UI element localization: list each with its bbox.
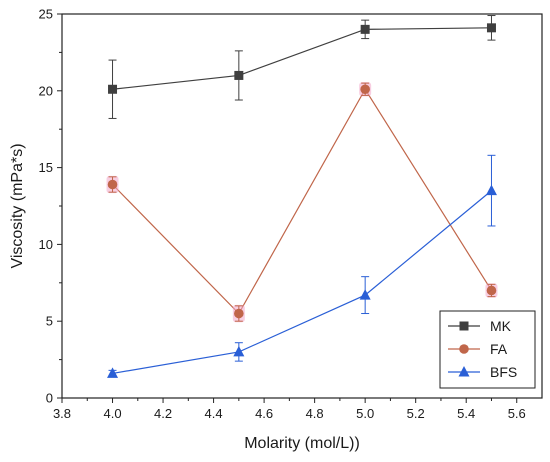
x-tick-label: 4.4 xyxy=(205,406,223,421)
x-tick-label: 5.0 xyxy=(356,406,374,421)
data-point xyxy=(359,289,371,300)
legend-marker xyxy=(459,321,469,331)
x-tick-label: 4.2 xyxy=(154,406,172,421)
x-axis-title: Molarity (mol/L)) xyxy=(244,435,360,452)
data-point xyxy=(360,84,370,95)
legend-label: FA xyxy=(490,341,508,357)
y-tick-label: 10 xyxy=(39,237,53,252)
x-tick-label: 4.6 xyxy=(255,406,273,421)
y-tick-label: 5 xyxy=(46,314,53,329)
legend-label: BFS xyxy=(490,364,517,380)
data-point xyxy=(108,84,118,94)
data-point xyxy=(107,367,119,378)
y-tick-label: 15 xyxy=(39,160,53,175)
axes: 3.8 4.0 4.2 4.4 4.6 4.8 5.0 5.2 5.4 5.6 0 5 10 15 20 25… xyxy=(9,7,543,452)
data-point xyxy=(107,179,118,190)
x-tick-label: 4.0 xyxy=(103,406,121,421)
data-point xyxy=(486,23,496,33)
data-point xyxy=(486,285,497,296)
legend: MK FA BFS xyxy=(439,310,536,389)
data-point xyxy=(234,70,244,80)
series-line xyxy=(112,190,492,375)
legend-marker xyxy=(459,344,469,354)
x-tick-label: 4.8 xyxy=(306,406,324,421)
y-tick-label: 25 xyxy=(39,7,53,22)
series-mk xyxy=(108,15,496,119)
y-axis-title: Viscosity (mPa*s) xyxy=(9,143,26,268)
series-layer xyxy=(106,15,498,378)
x-tick-label: 5.4 xyxy=(457,406,475,421)
series-fa xyxy=(106,82,498,323)
data-point xyxy=(234,308,244,319)
legend-label: MK xyxy=(490,318,512,334)
x-tick-label: 3.8 xyxy=(53,406,71,421)
y-tick-label: 0 xyxy=(46,391,53,406)
series-bfs xyxy=(107,154,497,378)
data-point xyxy=(233,345,245,357)
series-line xyxy=(112,88,492,315)
legend-marker xyxy=(458,366,470,377)
data-point xyxy=(485,184,497,196)
series-line xyxy=(112,27,492,90)
data-point xyxy=(360,24,370,34)
x-tick-label: 5.2 xyxy=(407,406,425,421)
y-tick-label: 20 xyxy=(39,83,53,98)
x-tick-label: 5.6 xyxy=(508,406,526,421)
